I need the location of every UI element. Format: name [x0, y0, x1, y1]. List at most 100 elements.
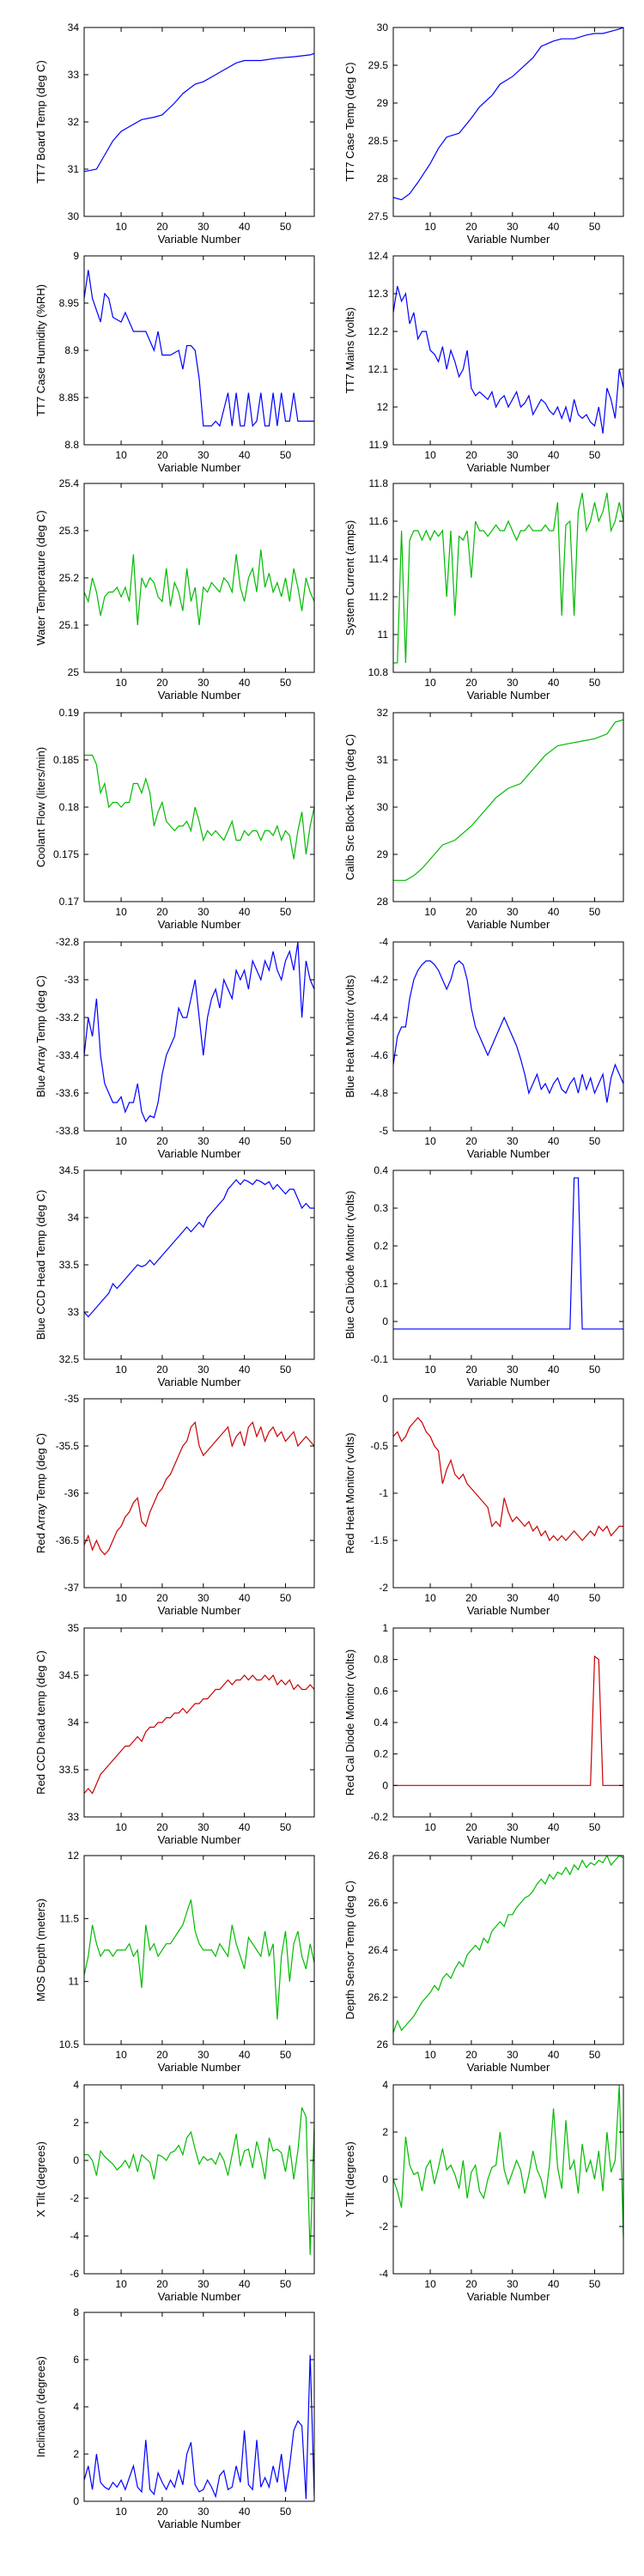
x-tick-label: 40 [239, 906, 251, 918]
plot-frame [392, 1855, 624, 2045]
x-axis-label: Variable Number [158, 1147, 241, 1160]
y-tick-label: 8 [73, 2306, 79, 2318]
y-tick-label: -5 [379, 1125, 388, 1137]
x-tick-label: 50 [280, 221, 292, 233]
chart-panel-8: 32 31 30 29 28 10 20 30 40 50 Variable Number Calib… [343, 707, 624, 931]
x-tick-label: 30 [197, 221, 210, 233]
x-tick-label: 10 [115, 2278, 127, 2290]
y-tick-label: -0.2 [370, 1811, 388, 1823]
x-tick-label: 20 [156, 2278, 168, 2290]
y-axis-label: Inclination (degrees) [34, 2356, 47, 2458]
y-tick-label: 0.2 [374, 1748, 388, 1760]
y-tick-label: -2 [379, 2221, 388, 2233]
x-axis-label: Variable Number [158, 461, 241, 474]
x-axis-label: Variable Number [467, 461, 550, 474]
y-tick-label: 28.5 [368, 135, 389, 147]
y-tick-label: 12 [377, 401, 389, 413]
y-tick-label: -2 [379, 1582, 388, 1594]
x-tick-label: 20 [156, 1364, 168, 1376]
y-tick-label: -4.6 [370, 1049, 388, 1061]
y-tick-label: 0.3 [374, 1202, 388, 1214]
y-tick-label: 8.9 [64, 344, 79, 356]
x-axis-label: Variable Number [467, 1147, 550, 1160]
x-tick-label: 40 [548, 1364, 560, 1376]
y-tick-label: -36 [64, 1487, 80, 1499]
y-tick-label: -4.8 [370, 1087, 388, 1099]
x-axis-label: Variable Number [158, 689, 241, 702]
x-tick-label: 40 [548, 1821, 560, 1833]
x-tick-label: 50 [589, 2278, 601, 2290]
chart-panel-14: 0 -0.5 -1 -1.5 -2 10 20 30 40 50 Variable Number Re… [343, 1393, 624, 1617]
y-tick-label: -0.1 [370, 1353, 388, 1365]
y-tick-label: -35.5 [56, 1440, 80, 1452]
chart-panel-1: 34 33 32 31 30 10 20 30 40 50 Variable Number TT7 B… [34, 21, 315, 246]
y-tick-label: 25.2 [59, 572, 80, 584]
x-tick-label: 20 [156, 1135, 168, 1147]
y-tick-label: -4 [70, 2230, 79, 2242]
series-line [393, 1856, 623, 2033]
series-line [393, 1655, 623, 1786]
y-tick-label: -35 [64, 1393, 80, 1405]
y-axis-label: Water Temperature (deg C) [34, 510, 47, 646]
y-tick-label: 34.5 [59, 1164, 80, 1176]
y-tick-label: 29.5 [368, 59, 389, 71]
x-axis-label: Variable Number [158, 2518, 241, 2530]
x-tick-label: 50 [280, 449, 292, 461]
series-line [393, 2085, 623, 2239]
x-tick-label: 30 [507, 2278, 519, 2290]
x-tick-label: 40 [239, 677, 251, 689]
chart-panel-13: -35 -35.5 -36 -36.5 -37 10 20 30 40 50 Variable Nu… [34, 1393, 315, 1617]
plot-frame [83, 1627, 315, 1818]
chart-panel-2: 30 29.5 29 28.5 28 27.5 10 20 30 40 50 Variable Num… [343, 21, 624, 246]
y-tick-label: 0.6 [374, 1685, 388, 1697]
y-tick-label: 2 [382, 2126, 388, 2138]
series-line [393, 960, 623, 1103]
series-line [84, 2107, 314, 2256]
x-tick-label: 30 [507, 906, 519, 918]
y-tick-label: -33.6 [56, 1087, 80, 1099]
y-tick-label: 26 [377, 2038, 389, 2050]
y-tick-label: 11.8 [369, 477, 389, 489]
series-line [393, 27, 623, 201]
series-line [84, 52, 314, 173]
x-tick-label: 20 [156, 1821, 168, 1833]
x-tick-label: 40 [239, 2049, 251, 2061]
x-tick-label: 40 [548, 677, 560, 689]
y-tick-label: 0.175 [53, 848, 79, 860]
x-tick-label: 10 [115, 1821, 127, 1833]
x-tick-label: 30 [507, 449, 519, 461]
x-axis-label: Variable Number [158, 2290, 241, 2303]
x-tick-label: 30 [507, 1135, 519, 1147]
x-tick-label: 40 [239, 1592, 251, 1604]
x-tick-label: 40 [548, 2278, 560, 2290]
series-line [393, 286, 623, 434]
x-tick-label: 20 [465, 2278, 477, 2290]
y-tick-label: 33 [68, 1811, 80, 1823]
y-tick-label: -32.8 [56, 936, 80, 948]
x-tick-label: 30 [507, 677, 519, 689]
y-tick-label: 11 [378, 629, 389, 641]
x-tick-label: 40 [239, 1135, 251, 1147]
y-tick-label: 34 [68, 1716, 80, 1728]
x-tick-label: 50 [589, 221, 601, 233]
x-tick-label: 20 [465, 1135, 477, 1147]
x-tick-label: 10 [115, 1592, 127, 1604]
x-tick-label: 10 [115, 1135, 127, 1147]
x-tick-label: 20 [465, 221, 477, 233]
series-line [393, 492, 623, 664]
x-tick-label: 20 [156, 221, 168, 233]
x-axis-label: Variable Number [467, 689, 550, 702]
y-tick-label: 25.1 [59, 619, 80, 631]
x-tick-label: 20 [156, 2506, 168, 2518]
x-axis-label: Variable Number [158, 1833, 241, 1846]
x-axis-label: Variable Number [467, 233, 550, 246]
y-tick-label: 25.3 [59, 525, 80, 537]
y-tick-label: 33.5 [59, 1764, 80, 1776]
y-tick-label: -4.2 [370, 974, 388, 986]
x-axis-label: Variable Number [158, 918, 241, 931]
y-tick-label: 9 [73, 250, 79, 262]
x-axis-label: Variable Number [467, 2290, 550, 2303]
x-tick-label: 10 [424, 677, 436, 689]
plot-frame [83, 712, 315, 902]
series-line [84, 549, 314, 626]
